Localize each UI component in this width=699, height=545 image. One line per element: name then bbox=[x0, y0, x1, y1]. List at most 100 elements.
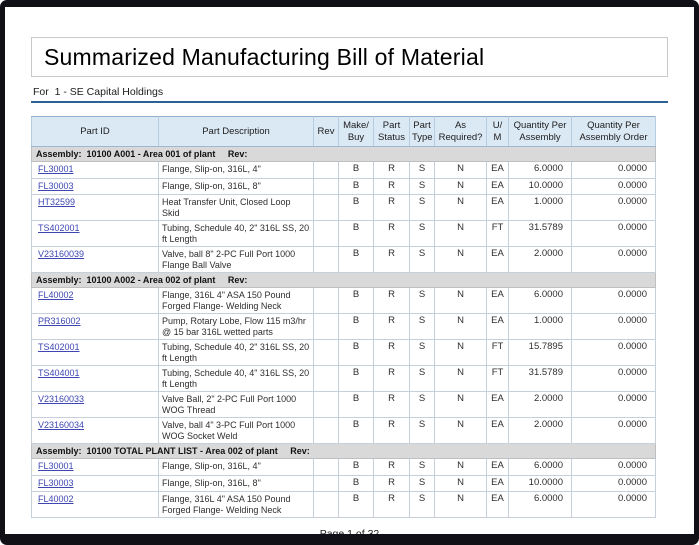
cell-as-required: N bbox=[434, 339, 487, 366]
cell-rev bbox=[313, 220, 339, 247]
cell-part-type: S bbox=[409, 287, 435, 314]
cell-part-id: PR316002 bbox=[31, 313, 159, 340]
cell-part-id: TS402001 bbox=[31, 220, 159, 247]
cell-description: Flange, Slip-on, 316L, 4" bbox=[158, 458, 314, 476]
cell-um: EA bbox=[486, 177, 509, 195]
cell-qty-per-assembly-order: 0.0000 bbox=[571, 161, 656, 179]
part-id-link[interactable]: V23160033 bbox=[38, 394, 85, 404]
cell-as-required: N bbox=[434, 246, 487, 273]
cell-qty-per-assembly-order: 0.0000 bbox=[571, 177, 656, 195]
cell-qty-per-assembly-order: 0.0000 bbox=[571, 391, 656, 418]
assembly-group-label: Assembly: 10100 TOTAL PLANT LIST - Area … bbox=[31, 443, 656, 459]
cell-qty-per-assembly-order: 0.0000 bbox=[571, 417, 656, 444]
cell-rev bbox=[313, 365, 339, 392]
cell-qty-per-assembly-order: 0.0000 bbox=[571, 287, 656, 314]
cell-um: FT bbox=[486, 220, 509, 247]
cell-part-type: S bbox=[409, 474, 435, 492]
cell-rev bbox=[313, 287, 339, 314]
cell-um: EA bbox=[486, 474, 509, 492]
cell-qty-per-assembly-order: 0.0000 bbox=[571, 313, 656, 340]
cell-description: Flange, Slip-on, 316L, 4" bbox=[158, 161, 314, 179]
cell-rev bbox=[313, 161, 339, 179]
cell-make-buy: B bbox=[338, 194, 374, 221]
cell-part-id: V23160034 bbox=[31, 417, 159, 444]
cell-make-buy: B bbox=[338, 161, 374, 179]
cell-part-id: TS404001 bbox=[31, 365, 159, 392]
cell-description: Flange, Slip-on, 316L, 8" bbox=[158, 177, 314, 195]
column-header-make-buy: Make/ Buy bbox=[338, 116, 374, 147]
column-header-part-id: Part ID bbox=[31, 116, 159, 147]
part-id-link[interactable]: PR316002 bbox=[38, 316, 81, 326]
cell-description: Flange, Slip-on, 316L, 8" bbox=[158, 474, 314, 492]
column-header-part-type: Part Type bbox=[409, 116, 435, 147]
part-id-link[interactable]: FL30003 bbox=[38, 180, 74, 191]
part-id-link[interactable]: FL40002 bbox=[38, 290, 74, 300]
cell-part-type: S bbox=[409, 365, 435, 392]
cell-as-required: N bbox=[434, 365, 487, 392]
cell-make-buy: B bbox=[338, 417, 374, 444]
part-id-link[interactable]: TS402001 bbox=[38, 342, 80, 352]
cell-part-id: FL30003 bbox=[31, 474, 159, 492]
cell-description: Tubing, Schedule 40, 2" 316L SS, 20 ft L… bbox=[158, 220, 314, 247]
assembly-group-header: Assembly: 10100 A002 - Area 002 of plant… bbox=[31, 272, 656, 288]
cell-part-type: S bbox=[409, 458, 435, 476]
cell-description: Valve, ball 4" 3-PC Full Port 1000 WOG S… bbox=[158, 417, 314, 444]
column-header-rev: Rev bbox=[313, 116, 339, 147]
cell-rev bbox=[313, 417, 339, 444]
cell-qty-per-assembly: 15.7895 bbox=[508, 339, 572, 366]
cell-part-type: S bbox=[409, 161, 435, 179]
cell-um: FT bbox=[486, 365, 509, 392]
page-title: Summarized Manufacturing Bill of Materia… bbox=[44, 43, 485, 70]
cell-rev bbox=[313, 491, 339, 518]
report-title-box: Summarized Manufacturing Bill of Materia… bbox=[31, 37, 668, 77]
cell-qty-per-assembly-order: 0.0000 bbox=[571, 365, 656, 392]
part-id-link[interactable]: FL40002 bbox=[38, 494, 74, 504]
report-page: Summarized Manufacturing Bill of Materia… bbox=[5, 7, 694, 534]
cell-part-status: R bbox=[373, 417, 410, 444]
part-row: FL40002 Flange, 316L 4" ASA 150 Pound For… bbox=[31, 287, 656, 314]
cell-um: EA bbox=[486, 458, 509, 476]
cell-part-status: R bbox=[373, 365, 410, 392]
cell-as-required: N bbox=[434, 474, 487, 492]
cell-as-required: N bbox=[434, 177, 487, 195]
cell-qty-per-assembly: 6.0000 bbox=[508, 458, 572, 476]
cell-qty-per-assembly: 10.0000 bbox=[508, 177, 572, 195]
cell-qty-per-assembly-order: 0.0000 bbox=[571, 458, 656, 476]
cell-description: Valve, ball 8" 2-PC Full Port 1000 Flang… bbox=[158, 246, 314, 273]
part-id-link[interactable]: FL30001 bbox=[38, 461, 74, 471]
cell-qty-per-assembly: 2.0000 bbox=[508, 246, 572, 273]
column-header-as-required: As Required? bbox=[434, 116, 487, 147]
part-id-link[interactable]: TS402001 bbox=[38, 223, 80, 233]
cell-qty-per-assembly-order: 0.0000 bbox=[571, 491, 656, 518]
page-number: Page 1 of 32 bbox=[319, 528, 380, 540]
cell-part-id: TS402001 bbox=[31, 339, 159, 366]
part-id-link[interactable]: V23160039 bbox=[38, 249, 85, 259]
cell-make-buy: B bbox=[338, 313, 374, 340]
cell-part-status: R bbox=[373, 161, 410, 179]
cell-um: EA bbox=[486, 194, 509, 221]
cell-make-buy: B bbox=[338, 458, 374, 476]
cell-make-buy: B bbox=[338, 220, 374, 247]
part-id-link[interactable]: FL30001 bbox=[38, 164, 74, 174]
cell-um: EA bbox=[486, 391, 509, 418]
part-row: V23160039 Valve, ball 8" 2-PC Full Port 1… bbox=[31, 246, 656, 273]
part-row: FL30003 Flange, Slip-on, 316L, 8" B R S N EA 10… bbox=[31, 177, 656, 195]
cell-as-required: N bbox=[434, 220, 487, 247]
cell-part-id: HT32599 bbox=[31, 194, 159, 221]
cell-part-id: V23160039 bbox=[31, 246, 159, 273]
part-id-link[interactable]: V23160034 bbox=[38, 420, 85, 430]
part-row: FL30001 Flange, Slip-on, 316L, 4" B R S N EA 6.… bbox=[31, 458, 656, 476]
cell-part-type: S bbox=[409, 339, 435, 366]
for-line-divider bbox=[31, 101, 668, 103]
column-header-um: U/ M bbox=[486, 116, 509, 147]
part-id-link[interactable]: TS404001 bbox=[38, 368, 80, 378]
cell-qty-per-assembly-order: 0.0000 bbox=[571, 220, 656, 247]
cell-qty-per-assembly: 31.5789 bbox=[508, 365, 572, 392]
bom-table: Part ID Part Description Rev Make/ Buy Part … bbox=[31, 116, 656, 518]
part-id-link[interactable]: HT32599 bbox=[38, 197, 76, 207]
cell-make-buy: B bbox=[338, 339, 374, 366]
part-id-link[interactable]: FL30003 bbox=[38, 477, 74, 488]
cell-part-status: R bbox=[373, 194, 410, 221]
cell-as-required: N bbox=[434, 391, 487, 418]
cell-part-status: R bbox=[373, 474, 410, 492]
